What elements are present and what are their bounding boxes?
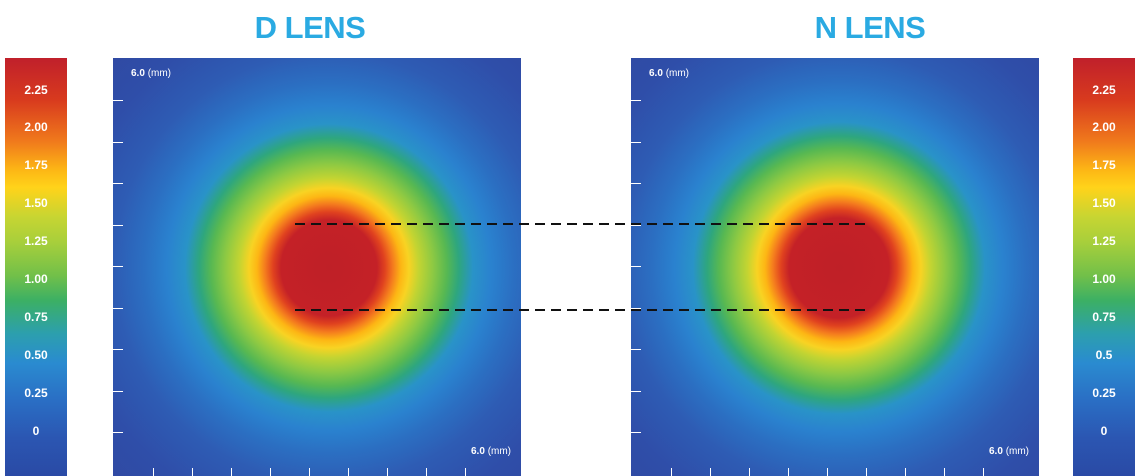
- scale-label: 0: [32, 424, 40, 438]
- y-axis-label: 6.0 (mm): [131, 68, 172, 79]
- x-tick: [788, 468, 789, 476]
- x-tick: [827, 468, 828, 476]
- x-tick: [231, 468, 232, 476]
- scale-label: 1.50: [1092, 196, 1116, 210]
- y-tick: [631, 224, 641, 226]
- x-tick: [905, 468, 906, 476]
- n-lens-heatmap: 6.0 (mm) 6.0 (mm): [631, 58, 1039, 476]
- d-lens-title: D LENS: [254, 10, 366, 45]
- y-tick: [113, 390, 123, 392]
- y-tick: [113, 183, 123, 184]
- x-tick: [426, 468, 427, 476]
- scale-label: 2.25: [24, 83, 48, 97]
- d-lens-heatmap: 6.0 (mm) 6.0 (mm): [113, 58, 521, 476]
- scale-label: 2.00: [1092, 120, 1116, 134]
- y-tick: [631, 183, 641, 184]
- x-tick: [192, 468, 193, 476]
- y-tick: [631, 349, 641, 350]
- scale-label: 1.50: [24, 196, 48, 210]
- x-tick: [944, 468, 945, 476]
- y-tick: [113, 266, 123, 267]
- y-tick: [113, 349, 123, 350]
- scale-label: 2.25: [1092, 83, 1116, 97]
- y-tick: [631, 141, 641, 143]
- scale-label: 1.00: [24, 272, 48, 286]
- x-tick: [387, 468, 388, 476]
- x-tick: [866, 468, 867, 476]
- y-tick: [631, 432, 641, 433]
- x-tick: [749, 468, 750, 476]
- scale-label: 1.00: [1092, 272, 1116, 286]
- color-scale-right: 2.25 2.00 1.75 1.50 1.25 1.00 0.75 0.5 0.25 0: [1073, 58, 1135, 476]
- y-tick: [631, 266, 641, 267]
- scale-label: 0.75: [1092, 310, 1116, 324]
- scale-label: 0.25: [1092, 386, 1116, 400]
- scale-label: 0.5: [1095, 348, 1113, 362]
- y-tick: [113, 141, 123, 143]
- x-tick: [270, 468, 271, 476]
- y-axis-label: 6.0 (mm): [649, 68, 690, 79]
- color-scale-left: 2.25 2.00 1.75 1.50 1.25 1.00 0.75 0.50 0.25 0: [5, 58, 67, 476]
- y-tick: [113, 307, 123, 309]
- x-axis-label: 6.0 (mm): [471, 446, 512, 457]
- scale-label: 2.00: [24, 120, 48, 134]
- y-tick: [113, 432, 123, 433]
- x-tick: [983, 468, 984, 476]
- y-tick: [631, 100, 641, 101]
- n-lens-title: N LENS: [814, 10, 926, 45]
- scale-label: 1.75: [24, 158, 48, 172]
- scale-label: 0.50: [24, 348, 48, 362]
- x-tick: [153, 468, 154, 476]
- scale-label: 1.75: [1092, 158, 1116, 172]
- scale-label: 1.25: [24, 234, 48, 248]
- y-tick: [631, 390, 641, 392]
- scale-label: 0.75: [24, 310, 48, 324]
- x-tick: [671, 468, 672, 476]
- y-tick: [113, 100, 123, 101]
- y-tick: [631, 307, 641, 309]
- y-tick: [113, 224, 123, 226]
- x-tick: [348, 468, 349, 476]
- scale-label: 1.25: [1092, 234, 1116, 248]
- x-axis-label: 6.0 (mm): [989, 446, 1030, 457]
- x-tick: [710, 468, 711, 476]
- scale-label: 0.25: [24, 386, 48, 400]
- x-tick: [309, 468, 310, 476]
- scale-label: 0: [1100, 424, 1108, 438]
- x-tick: [465, 468, 466, 476]
